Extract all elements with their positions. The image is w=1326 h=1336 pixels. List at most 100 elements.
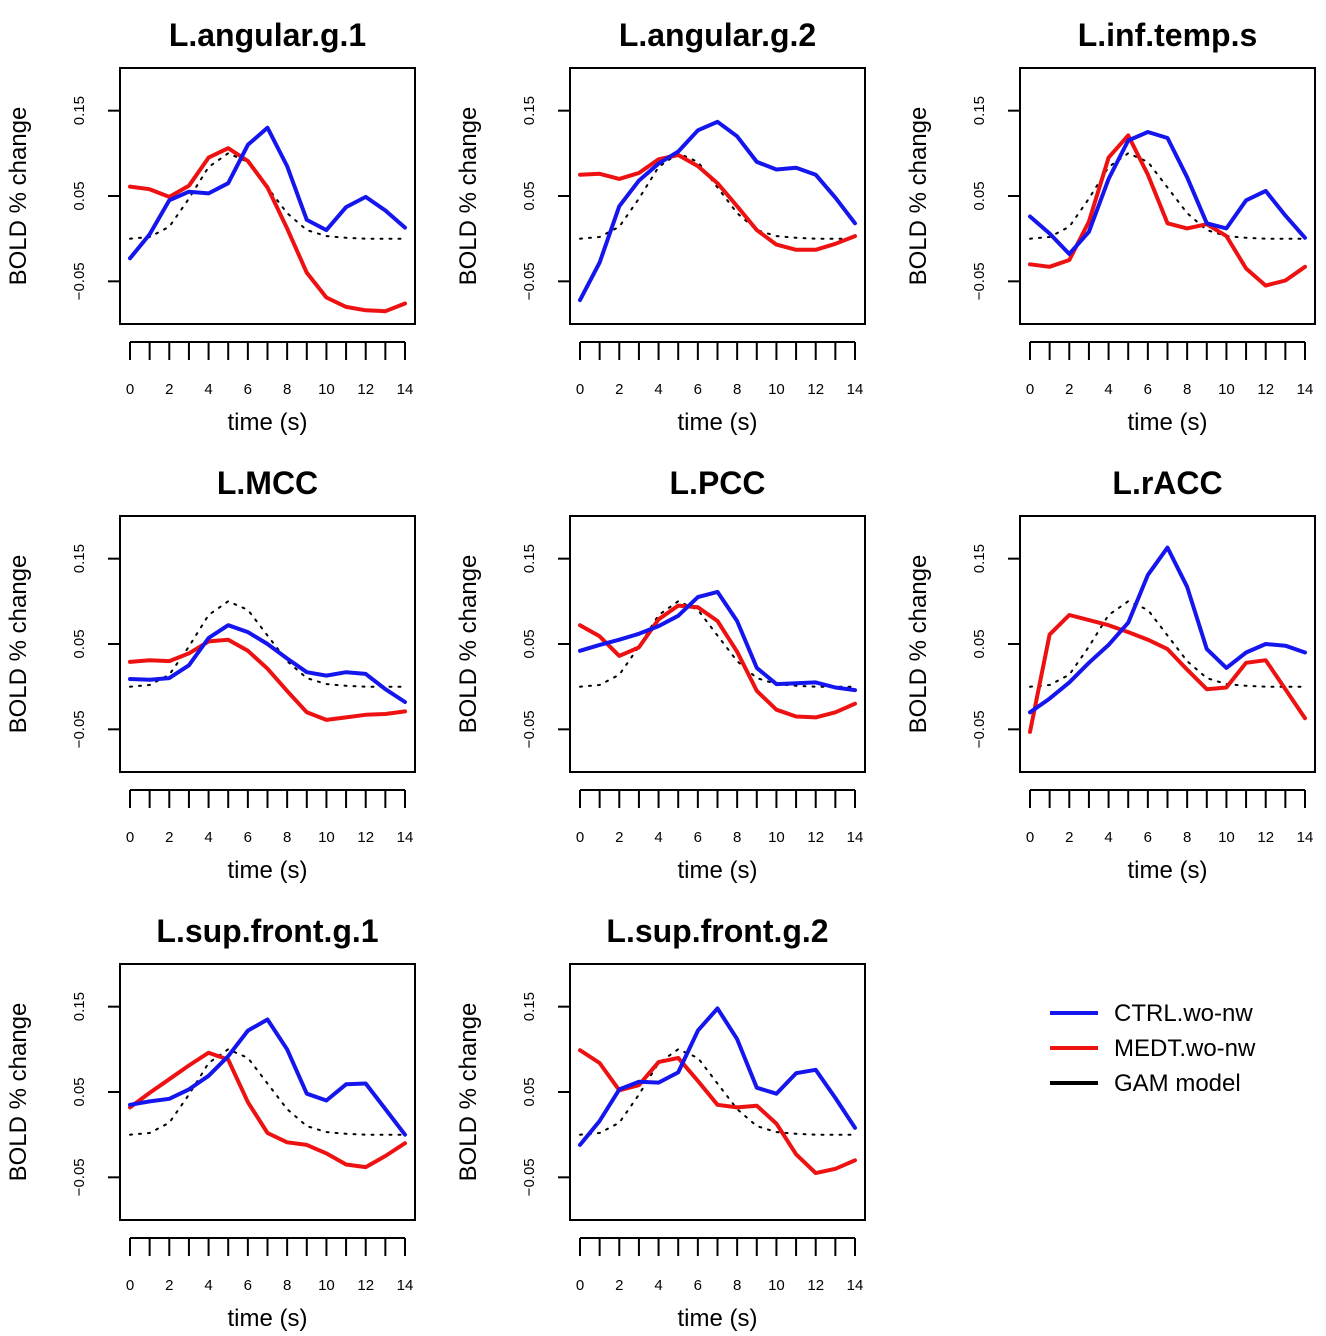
- series-ctrl-wo-nw: [578, 589, 857, 693]
- x-axis-label: time (s): [1128, 409, 1208, 436]
- y-axis-label: BOLD % change: [905, 107, 932, 286]
- y-tick-label: −0.05: [521, 710, 538, 748]
- y-tick-label: 0.05: [521, 629, 538, 658]
- panel-3: L.inf.temp.s 0 2 4 6 8 10 12 14 time (s) −0.05 0.05…: [905, 17, 1316, 436]
- x-tick-label: 6: [694, 381, 702, 398]
- series-gam-model: [579, 1048, 856, 1136]
- x-tick-label: 2: [615, 1277, 623, 1294]
- panel-2: L.angular.g.2 0 2 4 6 8 10 12 14 time (s) −0.05 0.0…: [455, 17, 866, 436]
- series-ctrl-wo-nw: [578, 119, 857, 303]
- x-tick-label: 4: [1104, 381, 1112, 398]
- panel-8: L.sup.front.g.2 0 2 4 6 8 10 12 14 time (s) −0.05 0…: [455, 913, 866, 1332]
- y-tick-label: 0.15: [521, 992, 538, 1021]
- y-tick-label: 0.05: [971, 629, 988, 658]
- x-axis-label: time (s): [228, 1305, 308, 1332]
- x-tick-label: 0: [126, 829, 134, 846]
- y-tick-label: 0.15: [521, 544, 538, 573]
- x-tick-label: 4: [204, 381, 212, 398]
- x-tick-label: 8: [1183, 381, 1191, 398]
- y-tick-label: 0.05: [71, 181, 88, 210]
- x-tick-label: 2: [165, 1277, 173, 1294]
- x-tick-label: 12: [1257, 829, 1274, 846]
- x-tick-label: 10: [318, 381, 335, 398]
- panel-title: L.rACC: [1112, 465, 1222, 501]
- x-tick-label: 2: [165, 829, 173, 846]
- y-tick-label: 0.15: [71, 992, 88, 1021]
- y-tick-label: −0.05: [521, 1158, 538, 1196]
- panel-title: L.sup.front.g.2: [606, 913, 828, 949]
- x-tick-label: 0: [1026, 381, 1034, 398]
- panel-6: L.rACC 0 2 4 6 8 10 12 14 time (s) −0.05 0.05 0.15 BO…: [905, 465, 1316, 884]
- legend-label: MEDT.wo-nw: [1114, 1035, 1256, 1062]
- panel-5: L.PCC 0 2 4 6 8 10 12 14 time (s) −0.05 0.05 0.15 BOL…: [455, 465, 866, 884]
- legend-label: GAM model: [1114, 1070, 1241, 1097]
- panel-title: L.angular.g.1: [169, 17, 366, 53]
- x-tick-label: 6: [694, 829, 702, 846]
- x-tick-label: 6: [1144, 381, 1152, 398]
- series-medt-wo-nw: [578, 153, 857, 252]
- x-tick-label: 6: [1144, 829, 1152, 846]
- x-tick-label: 8: [283, 829, 291, 846]
- x-tick-label: 12: [807, 1277, 824, 1294]
- y-axis-label: BOLD % change: [5, 107, 32, 286]
- panel-title: L.angular.g.2: [619, 17, 816, 53]
- x-tick-label: 8: [283, 381, 291, 398]
- x-tick-label: 0: [1026, 829, 1034, 846]
- y-tick-label: −0.05: [971, 710, 988, 748]
- x-tick-label: 2: [615, 381, 623, 398]
- y-tick-label: 0.15: [71, 544, 88, 573]
- x-tick-label: 12: [807, 381, 824, 398]
- panel-4: L.MCC 0 2 4 6 8 10 12 14 time (s) −0.05 0.05 0.15 BOL…: [5, 465, 416, 884]
- x-tick-label: 14: [847, 1277, 864, 1294]
- series-ctrl-wo-nw: [128, 1017, 407, 1137]
- x-tick-label: 8: [733, 1277, 741, 1294]
- x-tick-label: 0: [126, 1277, 134, 1294]
- panel-title: L.sup.front.g.1: [156, 913, 378, 949]
- x-tick-label: 0: [576, 1277, 584, 1294]
- y-axis-label: BOLD % change: [455, 555, 482, 734]
- series-gam-model: [579, 600, 856, 688]
- x-tick-label: 4: [654, 1277, 662, 1294]
- x-tick-label: 2: [1065, 829, 1073, 846]
- y-tick-label: 0.05: [71, 629, 88, 658]
- x-tick-label: 2: [165, 381, 173, 398]
- x-tick-label: 10: [768, 1277, 785, 1294]
- series-gam-model: [129, 1048, 406, 1136]
- x-tick-label: 10: [768, 829, 785, 846]
- series-medt-wo-nw: [128, 637, 407, 722]
- y-tick-label: 0.15: [971, 96, 988, 125]
- series-ctrl-wo-nw: [128, 623, 407, 704]
- x-tick-label: 4: [204, 829, 212, 846]
- x-tick-label: 10: [1218, 829, 1235, 846]
- y-axis-label: BOLD % change: [5, 1003, 32, 1182]
- x-tick-label: 14: [1297, 829, 1314, 846]
- x-tick-label: 10: [1218, 381, 1235, 398]
- y-axis-label: BOLD % change: [455, 107, 482, 286]
- y-tick-label: −0.05: [71, 262, 88, 300]
- series-medt-wo-nw: [1028, 133, 1307, 288]
- x-tick-label: 4: [204, 1277, 212, 1294]
- x-axis-label: time (s): [678, 1305, 758, 1332]
- series-medt-wo-nw: [128, 146, 407, 314]
- x-tick-label: 6: [244, 381, 252, 398]
- x-tick-label: 0: [576, 829, 584, 846]
- x-tick-label: 10: [768, 381, 785, 398]
- legend: CTRL.wo-nw MEDT.wo-nw GAM model: [1050, 1000, 1256, 1097]
- panel-1: L.angular.g.1 0 2 4 6 8 10 12 14 time (s) −0.05 0.0…: [5, 17, 416, 436]
- x-tick-label: 8: [733, 381, 741, 398]
- x-tick-label: 0: [126, 381, 134, 398]
- panel-title: L.inf.temp.s: [1078, 17, 1258, 53]
- x-axis-label: time (s): [228, 857, 308, 884]
- x-tick-label: 12: [357, 1277, 374, 1294]
- series-ctrl-wo-nw: [1028, 545, 1307, 715]
- x-axis-label: time (s): [678, 409, 758, 436]
- y-axis-label: BOLD % change: [905, 555, 932, 734]
- y-tick-label: 0.15: [71, 96, 88, 125]
- series-ctrl-wo-nw: [1028, 130, 1307, 256]
- plot-area: [569, 515, 866, 773]
- x-axis-label: time (s): [228, 409, 308, 436]
- y-tick-label: 0.15: [971, 544, 988, 573]
- x-tick-label: 4: [1104, 829, 1112, 846]
- y-tick-label: 0.15: [521, 96, 538, 125]
